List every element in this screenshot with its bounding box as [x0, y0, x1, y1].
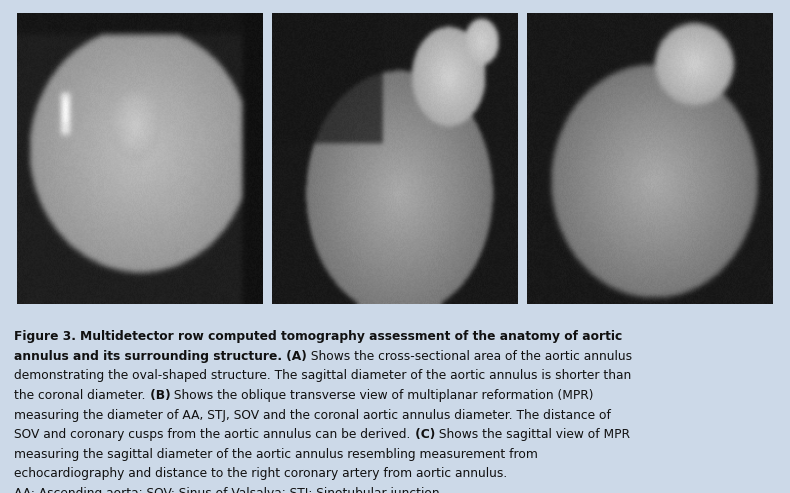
- Text: SOV and coronary cusps from the aortic annulus can be derived.: SOV and coronary cusps from the aortic a…: [14, 428, 411, 441]
- Text: (B): (B): [145, 389, 171, 402]
- Text: C: C: [747, 284, 758, 300]
- Text: (A): (A): [282, 350, 307, 363]
- Text: Figure 3.: Figure 3.: [14, 330, 81, 343]
- Text: Shows the oblique transverse view of multiplanar reformation (MPR): Shows the oblique transverse view of mul…: [171, 389, 594, 402]
- Text: STJ: STJ: [287, 124, 307, 134]
- Text: the coronal diameter.: the coronal diameter.: [14, 389, 145, 402]
- Text: Shows the sagittal view of MPR: Shows the sagittal view of MPR: [435, 428, 630, 441]
- Text: Annulus: Annulus: [287, 203, 337, 212]
- Text: echocardiography and distance to the right coronary artery from aortic annulus.: echocardiography and distance to the rig…: [14, 467, 507, 481]
- Text: AA: Ascending aorta; SOV: Sinus of Valsalva; STJ: Sinotubular junction.: AA: Ascending aorta; SOV: Sinus of Valsa…: [14, 487, 444, 493]
- Text: A: A: [237, 284, 249, 300]
- Text: Multidetector row computed tomography assessment of the anatomy of aortic: Multidetector row computed tomography as…: [81, 330, 623, 343]
- Text: Distance to
coronary
artery: Distance to coronary artery: [537, 147, 608, 180]
- Text: B: B: [492, 284, 504, 300]
- Text: Sagittal: Sagittal: [121, 131, 169, 141]
- Text: Coronal: Coronal: [206, 165, 254, 175]
- Text: measuring the sagittal diameter of the aortic annulus resembling measurement fro: measuring the sagittal diameter of the a…: [14, 448, 538, 461]
- Text: Annulus: Annulus: [719, 153, 769, 163]
- Text: annulus and its surrounding structure.: annulus and its surrounding structure.: [14, 350, 282, 363]
- Text: AA: AA: [287, 83, 304, 93]
- Text: measuring the diameter of AA, STJ, SOV and the coronal aortic annulus diameter. : measuring the diameter of AA, STJ, SOV a…: [14, 409, 611, 422]
- Text: demonstrating the oval-shaped structure. The sagittal diameter of the aortic ann: demonstrating the oval-shaped structure.…: [14, 369, 631, 383]
- Text: Shows the cross-sectional area of the aortic annulus: Shows the cross-sectional area of the ao…: [307, 350, 632, 363]
- Text: (C): (C): [411, 428, 435, 441]
- Text: SoV: SoV: [287, 162, 311, 172]
